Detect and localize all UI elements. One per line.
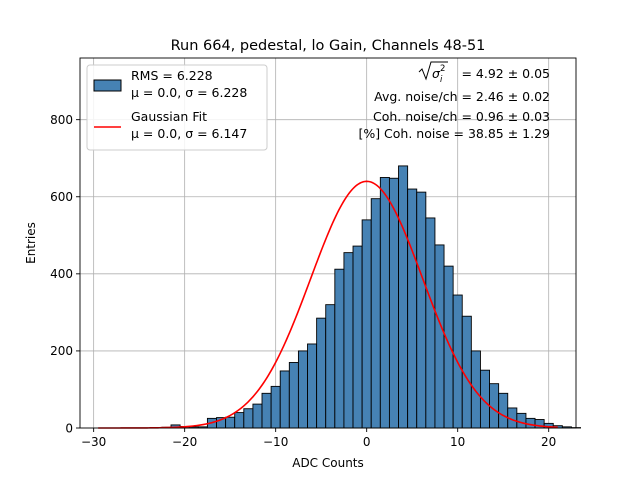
histogram-bar xyxy=(489,383,500,429)
histogram-bar xyxy=(279,370,290,429)
x-tick-label: 20 xyxy=(541,435,556,449)
histogram-bar xyxy=(288,362,299,429)
legend-rms-params: μ = 0.0, σ = 6.228 xyxy=(131,85,247,100)
y-tick-label: 800 xyxy=(50,113,73,127)
histogram-bar xyxy=(516,412,527,429)
histogram-bar xyxy=(470,350,481,429)
gaussian-fit-line xyxy=(98,180,558,429)
histogram-bar xyxy=(443,265,454,429)
histogram-bar xyxy=(252,403,263,429)
histogram-bar xyxy=(270,385,281,429)
histogram-bar xyxy=(261,392,272,429)
plot-frame xyxy=(79,57,577,429)
histogram-bar xyxy=(407,188,418,429)
noise-annotations: σ i 2 = 4.92 ± 0.05 Avg. noise/ch = 2.46… xyxy=(358,61,550,141)
svg-text:2: 2 xyxy=(440,64,445,74)
svg-text:σ: σ xyxy=(432,66,441,81)
legend: RMS = 6.228 μ = 0.0, σ = 6.228 Gaussian … xyxy=(86,64,268,151)
histogram-bar xyxy=(525,417,536,429)
histogram-bar xyxy=(425,217,436,429)
histogram-bar xyxy=(398,165,409,429)
pct-coh-noise-text: [%] Coh. noise = 38.85 ± 1.29 xyxy=(358,126,550,141)
y-tick-label: 200 xyxy=(50,344,73,358)
x-axis-label: ADC Counts xyxy=(292,456,364,470)
histogram-bar xyxy=(234,412,245,429)
y-tick-label: 0 xyxy=(65,421,73,435)
histogram-bar xyxy=(225,416,236,429)
histogram-bar xyxy=(379,177,390,429)
histogram-bar xyxy=(434,244,445,429)
histogram-bar xyxy=(370,198,381,429)
histogram-bar xyxy=(334,268,345,429)
histogram-bar xyxy=(361,219,372,429)
histogram-bar xyxy=(416,191,427,429)
x-tick-label: 10 xyxy=(450,435,465,449)
legend-fit-params: μ = 0.0, σ = 6.147 xyxy=(131,126,247,141)
histogram-bar xyxy=(325,304,336,429)
histogram-bar xyxy=(297,350,308,429)
y-axis-ticks: 0 200 400 600 800 xyxy=(50,113,80,435)
x-axis-ticks: −30 −20 −10 0 10 20 xyxy=(81,428,556,449)
coh-noise-text: Coh. noise/ch = 0.96 ± 0.03 xyxy=(373,109,550,124)
x-tick-label: 0 xyxy=(363,435,371,449)
x-tick-label: −10 xyxy=(263,435,288,449)
sqrt-sigma-value: = 4.92 ± 0.05 xyxy=(461,66,550,81)
y-axis-label: Entries xyxy=(24,222,38,264)
histogram-bar xyxy=(498,392,509,429)
sqrt-sigma-symbol: σ i 2 xyxy=(418,61,448,85)
chart-title: Run 664, pedestal, lo Gain, Channels 48-… xyxy=(171,38,486,54)
y-tick-label: 400 xyxy=(50,267,73,281)
y-tick-label: 600 xyxy=(50,190,73,204)
histogram-bars xyxy=(161,165,582,429)
histogram-bar xyxy=(243,408,254,429)
histogram-bar xyxy=(307,343,318,429)
x-tick-label: −30 xyxy=(81,435,106,449)
legend-histogram-patch xyxy=(93,79,122,92)
svg-text:i: i xyxy=(440,75,443,85)
histogram-bar xyxy=(343,252,354,429)
avg-noise-text: Avg. noise/ch = 2.46 ± 0.02 xyxy=(374,89,550,104)
histogram-bar xyxy=(316,317,327,429)
histogram-bar xyxy=(352,245,363,429)
legend-box xyxy=(86,64,268,151)
legend-rms-label: RMS = 6.228 xyxy=(131,68,213,83)
x-tick-label: −20 xyxy=(172,435,197,449)
legend-fit-label: Gaussian Fit xyxy=(131,109,207,124)
